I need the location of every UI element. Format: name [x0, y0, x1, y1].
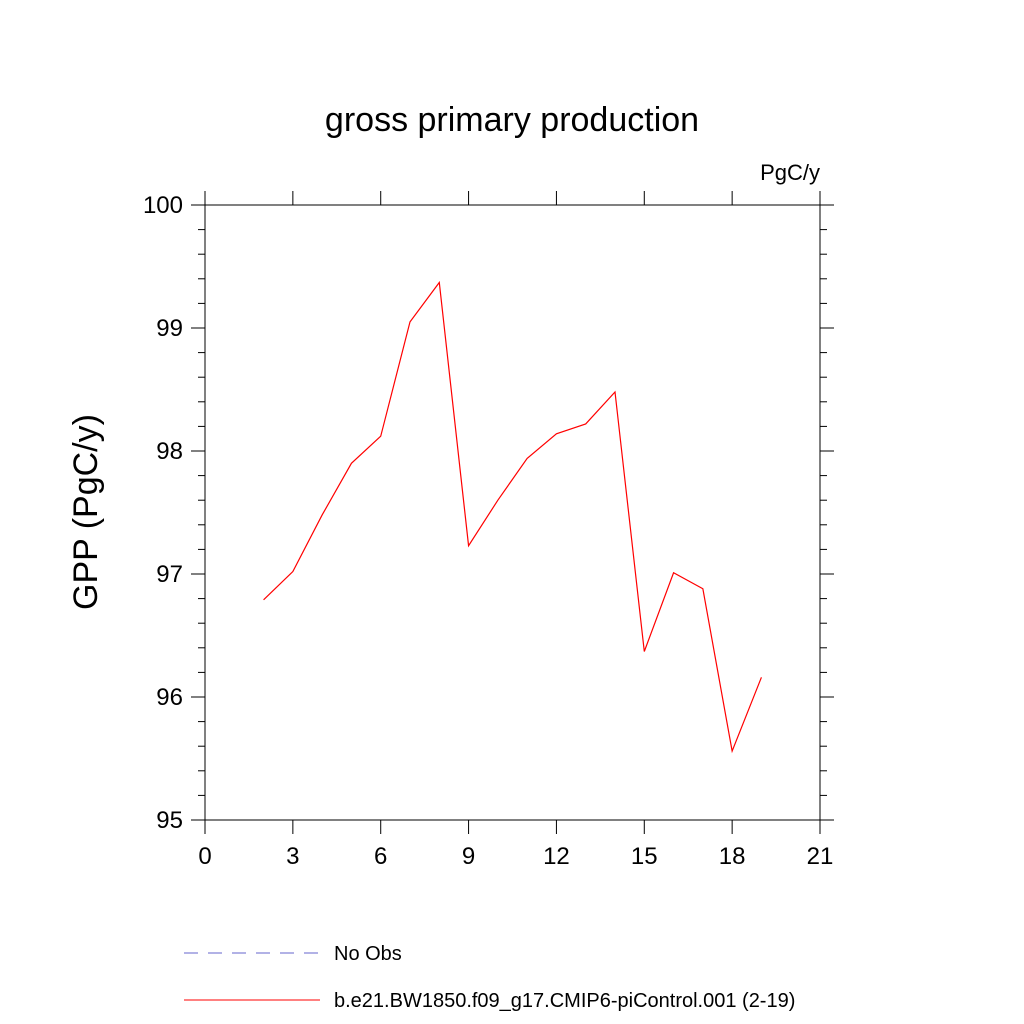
y-tick-label: 100 [143, 192, 183, 219]
x-tick-label: 3 [286, 843, 299, 870]
x-tick-label: 15 [631, 843, 658, 870]
chart-title: gross primary production [325, 101, 699, 139]
x-tick-label: 0 [198, 843, 211, 870]
y-tick-label: 99 [156, 315, 183, 342]
y-axis-tick-labels: 95 96 97 98 99 100 [143, 192, 183, 834]
y-tick-label: 97 [156, 561, 183, 588]
y-axis-ticks [191, 204, 834, 821]
units-label: PgC/y [760, 160, 820, 185]
y-tick-label: 98 [156, 438, 183, 465]
x-tick-label: 9 [462, 843, 475, 870]
plot-frame [204, 204, 821, 821]
x-tick-label: 12 [543, 843, 570, 870]
y-tick-label: 95 [156, 807, 183, 834]
legend-label: No Obs [334, 943, 402, 965]
legend-label: b.e21.BW1850.f09_g17.CMIP6-piControl.001… [334, 990, 795, 1012]
y-axis-label: GPP (PgC/y) [67, 414, 105, 610]
y-tick-label: 96 [156, 684, 183, 711]
x-tick-label: 21 [807, 843, 834, 870]
legend: No Obs b.e21.BW1850.f09_g17.CMIP6-piContr… [184, 943, 795, 1012]
x-axis-tick-labels: 0 3 6 9 12 15 18 21 [198, 843, 833, 870]
series-line [263, 280, 762, 754]
x-axis-ticks [204, 191, 821, 834]
series-layer [263, 280, 762, 754]
x-tick-label: 18 [719, 843, 746, 870]
x-tick-label: 6 [374, 843, 387, 870]
